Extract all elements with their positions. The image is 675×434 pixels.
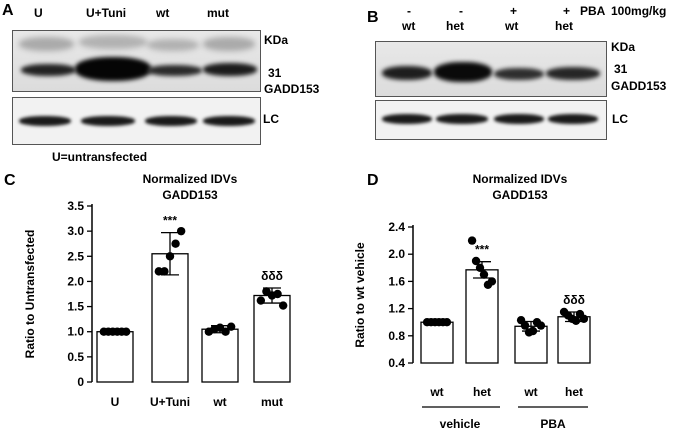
chart-c-point-2-4 bbox=[226, 322, 236, 331]
chart-c-category-label-3: mut bbox=[261, 395, 283, 409]
blot-a-lane-2: U+Tuni bbox=[86, 6, 127, 20]
chart-d-category-label-0: wt bbox=[429, 385, 443, 399]
chart-d-point-3-3 bbox=[571, 316, 581, 326]
chart-c-annotation-1: *** bbox=[163, 214, 177, 228]
chart-c-category-label-0: U bbox=[111, 395, 120, 409]
blot-b-lane-3: wt bbox=[505, 19, 519, 33]
chart-d-point-3-5 bbox=[579, 314, 589, 323]
chart-d-bar-0 bbox=[420, 321, 454, 364]
chart-c-y-tick-label-3: 1.5 bbox=[67, 300, 84, 314]
chart-d-y-tick-label-5: 2.4 bbox=[388, 220, 405, 234]
chart-d-subtitle: GADD153 bbox=[492, 188, 548, 202]
chart-d-title: Normalized IDVs bbox=[472, 172, 568, 186]
blot-b-lc-label: LC bbox=[612, 112, 628, 126]
chart-c-point-1-1 bbox=[160, 267, 169, 276]
panel-letter-a: A bbox=[2, 2, 14, 19]
chart-d-point-2-1 bbox=[520, 321, 530, 330]
chart-c-point-2-3 bbox=[221, 327, 230, 336]
chart-d-y-label: Ratio to wt vehicle bbox=[353, 242, 367, 348]
chart-c-point-1-4 bbox=[176, 226, 186, 236]
chart-c-subtitle: GADD153 bbox=[162, 188, 218, 202]
chart-c-point-1-2 bbox=[165, 252, 175, 261]
blot-a-gadd153-image bbox=[12, 30, 261, 92]
chart-d-point-2-5 bbox=[536, 321, 546, 330]
blot-a-footnote: U=untransfected bbox=[52, 150, 148, 164]
chart-c: 0 0.5 1.0 1.5 2.0 2.5 3.0 3.5 Ratio to Untransfe… bbox=[23, 199, 291, 409]
chart-d-y-tick-label-0: 0.4 bbox=[388, 356, 405, 370]
blot-a-kda-label: KDa bbox=[264, 33, 289, 47]
blot-b-kda-label: KDa bbox=[611, 40, 636, 54]
chart-c-y-label: Ratio to Untransfected bbox=[23, 230, 37, 359]
blot-b-lane-2: het bbox=[446, 19, 464, 33]
blot-a-mw-31: 31 bbox=[268, 66, 282, 80]
blot-b-pba-sign-2: - bbox=[459, 4, 463, 18]
chart-d-annotation-1: *** bbox=[475, 243, 489, 257]
chart-d-point-1-2 bbox=[475, 263, 485, 272]
blot-a-lane-1: U bbox=[34, 6, 43, 20]
chart-c-point-3-4 bbox=[278, 301, 288, 310]
blot-a-lane-4: mut bbox=[207, 6, 229, 20]
chart-d-point-1-5 bbox=[487, 277, 497, 286]
blot-b-pba-sign-3: + bbox=[510, 4, 518, 18]
chart-d-category-label-2: wt bbox=[523, 385, 537, 399]
blot-b-pba-sign-4: + bbox=[563, 4, 571, 18]
blot-a-lane-3: wt bbox=[156, 6, 170, 20]
chart-d-group-label-1: PBA bbox=[540, 417, 566, 431]
chart-c-plot: 0 0.5 1.0 1.5 2.0 2.5 3.0 3.5 Ratio to Untransfe… bbox=[23, 199, 291, 409]
chart-d-category-label-3: het bbox=[565, 385, 583, 399]
chart-c-y-tick-label-0: 0 bbox=[77, 375, 84, 389]
chart-d-category-label-1: het bbox=[473, 385, 491, 399]
chart-d-y-tick-label-1: 0.8 bbox=[388, 329, 405, 343]
chart-c-title: Normalized IDVs bbox=[142, 172, 238, 186]
chart-d-group-label-0: vehicle bbox=[440, 417, 481, 431]
chart-d-y-tick-label-3: 1.6 bbox=[388, 274, 405, 288]
blot-a-gadd153-label: GADD153 bbox=[264, 82, 320, 96]
blot-b-gadd153-label: GADD153 bbox=[611, 79, 667, 93]
panel-letter-b: B bbox=[367, 9, 379, 26]
chart-d-point-1-0 bbox=[467, 236, 477, 245]
chart-c-y-tick-label-2: 1.0 bbox=[67, 325, 84, 339]
chart-c-point-0-5 bbox=[121, 327, 131, 336]
chart-c-point-1-3 bbox=[171, 239, 180, 248]
chart-d-point-0-5 bbox=[442, 318, 452, 327]
chart-c-category-label-2: wt bbox=[212, 395, 226, 409]
blot-b-gadd153-image bbox=[375, 41, 607, 97]
chart-c-point-3-0 bbox=[256, 296, 266, 305]
chart-c-y-tick-label-4: 2.0 bbox=[67, 274, 84, 288]
panel-letter-c: C bbox=[4, 172, 16, 189]
blot-b-pba-label: PBA bbox=[580, 4, 606, 18]
chart-d-annotation-3: δδδ bbox=[563, 293, 585, 307]
blot-a-lc-label: LC bbox=[263, 112, 279, 126]
chart-c-bar-3 bbox=[253, 294, 291, 383]
chart-c-category-label-1: U+Tuni bbox=[150, 395, 190, 409]
chart-d-plot: 0.4 0.8 1.2 1.6 2.0 2.4 Ratio to wt vehicle wt *… bbox=[353, 220, 591, 431]
blot-b-mw-31: 31 bbox=[614, 62, 628, 76]
chart-d-y-tick-label-2: 1.2 bbox=[388, 302, 405, 316]
blot-a-lc-image bbox=[12, 97, 261, 145]
blot-b-lc-image bbox=[375, 100, 607, 140]
chart-d-point-1-1 bbox=[471, 256, 481, 266]
chart-c-y-tick-label-5: 2.5 bbox=[67, 249, 84, 263]
chart-d: 0.4 0.8 1.2 1.6 2.0 2.4 Ratio to wt vehicle wt *… bbox=[353, 220, 591, 431]
panel-letter-d: D bbox=[367, 172, 379, 189]
blot-b-pba-sign-1: - bbox=[407, 4, 411, 18]
chart-c-y-tick-label-1: 0.5 bbox=[67, 350, 84, 364]
chart-c-y-tick-label-7: 3.5 bbox=[67, 199, 84, 213]
blot-b-lane-1: wt bbox=[402, 19, 416, 33]
blot-b-dose: 100mg/kg bbox=[611, 4, 667, 18]
chart-d-point-2-3 bbox=[528, 326, 538, 336]
chart-c-bar-2 bbox=[201, 328, 239, 383]
blot-b-lane-4: het bbox=[555, 19, 573, 33]
chart-c-y-tick-label-6: 3.0 bbox=[67, 224, 84, 238]
chart-d-point-1-3 bbox=[479, 270, 489, 279]
chart-c-point-3-3 bbox=[273, 289, 282, 299]
chart-d-y-tick-label-4: 2.0 bbox=[388, 247, 405, 261]
chart-c-bar-0 bbox=[96, 331, 134, 383]
chart-c-annotation-3: δδδ bbox=[261, 269, 283, 283]
